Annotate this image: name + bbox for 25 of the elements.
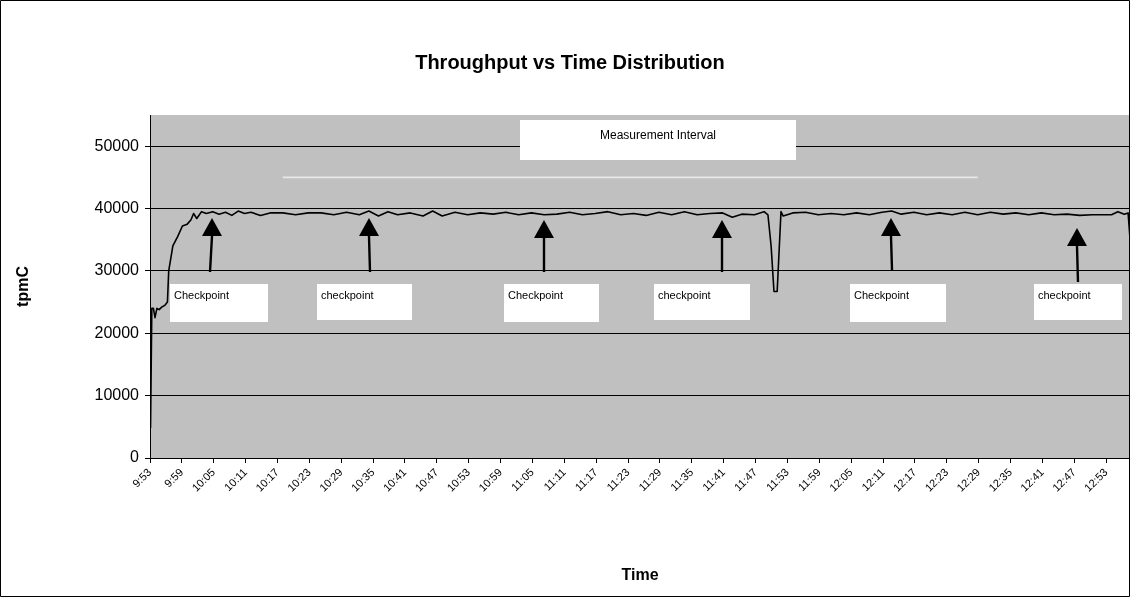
note-box: Checkpoint (504, 284, 599, 322)
x-tick-label: 9:53 (129, 465, 154, 490)
y-tick-label: 50000 (94, 136, 140, 154)
annotation: Checkpoint (174, 289, 230, 301)
y-axis-title: tpmC (14, 265, 32, 307)
y-tick-label: 0 (130, 448, 140, 466)
x-axis-title: Time (621, 565, 659, 583)
annotation: Checkpoint (854, 289, 910, 301)
note-box: checkpoint (317, 284, 412, 320)
y-tick-label: 40000 (94, 198, 140, 216)
y-tick-label: 10000 (94, 386, 140, 404)
x-tick-label: 9:59 (161, 465, 186, 490)
annotation: checkpoint (658, 289, 711, 301)
note-box: checkpoint (654, 284, 750, 320)
annotation: Checkpoint (508, 289, 564, 301)
annotation: checkpoint (1038, 289, 1091, 301)
y-tick-label: 30000 (94, 261, 140, 279)
chart-title: Throughput vs Time Distribution (415, 50, 725, 73)
annotation: Measurement Interval (599, 128, 717, 142)
note-box: Checkpoint (170, 284, 268, 322)
annotation: checkpoint (321, 289, 374, 301)
note-box: Checkpoint (850, 284, 946, 322)
note-box: checkpoint (1034, 284, 1122, 320)
note-box: Measurement Interval (520, 120, 796, 160)
y-tick-label: 20000 (94, 323, 140, 341)
